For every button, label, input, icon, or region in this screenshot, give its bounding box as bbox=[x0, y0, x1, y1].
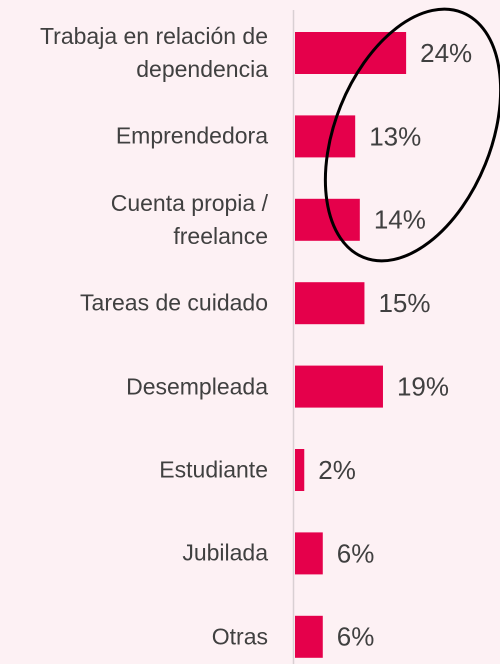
category-label: Trabaja en relación de dependencia bbox=[39, 23, 268, 82]
bar bbox=[295, 365, 383, 408]
bar bbox=[295, 115, 356, 158]
category-label: Jubilada bbox=[182, 539, 268, 566]
bar bbox=[295, 532, 323, 575]
category-label: Emprendedora bbox=[115, 122, 268, 149]
bar bbox=[295, 449, 305, 491]
value-label: 6% bbox=[337, 538, 375, 568]
value-label: 13% bbox=[369, 121, 421, 151]
bar bbox=[295, 32, 407, 74]
category-label: Estudiante bbox=[159, 456, 268, 483]
category-label: Otras bbox=[211, 623, 268, 650]
value-label: 14% bbox=[374, 205, 426, 235]
value-label: 2% bbox=[318, 455, 356, 485]
category-label: Tareas de cuidado bbox=[80, 289, 268, 316]
bar bbox=[295, 615, 323, 658]
highlight-ellipse bbox=[323, 7, 500, 263]
bar bbox=[295, 282, 365, 325]
category-label: Cuenta propia / freelance bbox=[110, 189, 268, 249]
value-label: 24% bbox=[420, 38, 472, 68]
value-label: 6% bbox=[337, 622, 375, 652]
category-label: Desempleada bbox=[126, 373, 268, 400]
value-label: 15% bbox=[378, 288, 430, 318]
value-label: 19% bbox=[397, 371, 449, 401]
